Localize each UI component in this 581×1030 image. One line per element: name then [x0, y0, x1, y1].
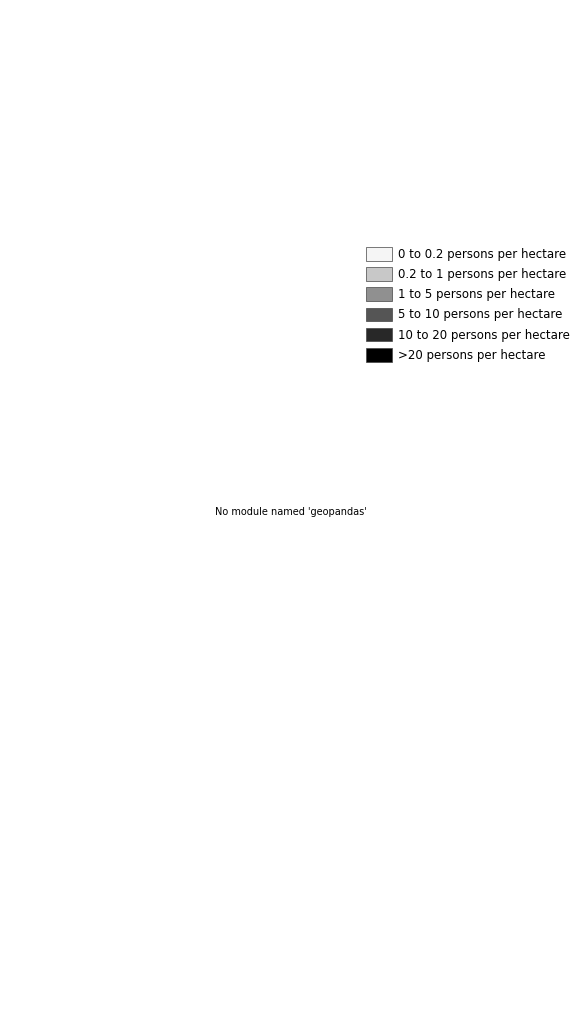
Legend: 0 to 0.2 persons per hectare, 0.2 to 1 persons per hectare, 1 to 5 persons per h: 0 to 0.2 persons per hectare, 0.2 to 1 p… — [363, 243, 573, 366]
Text: No module named 'geopandas': No module named 'geopandas' — [214, 507, 367, 517]
